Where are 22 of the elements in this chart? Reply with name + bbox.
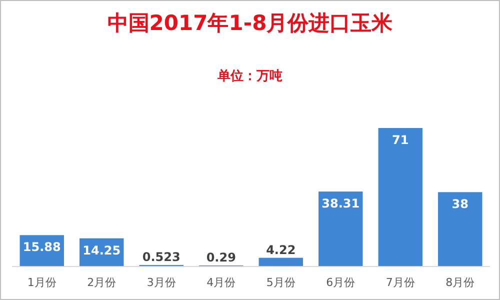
data-label: 38.31 [322, 196, 360, 211]
x-tick-label: 3月份 [146, 276, 176, 289]
x-tick-label: 8月份 [446, 276, 475, 289]
bar [258, 258, 303, 266]
data-label: 15.88 [22, 240, 61, 254]
x-tick-label: 5月份 [266, 276, 296, 289]
x-tick-label: 1月份 [27, 276, 56, 289]
x-tick-label: 7月份 [386, 276, 415, 289]
data-label: 38 [452, 197, 468, 212]
data-label: 14.25 [82, 243, 121, 258]
bar [438, 192, 482, 266]
x-tick-label: 2月份 [87, 276, 116, 289]
data-label: 0.29 [206, 250, 236, 264]
data-label: 0.523 [142, 250, 180, 264]
x-tick-label: 4月份 [206, 276, 236, 289]
bar [318, 192, 363, 266]
chart-title: 中国2017年1-8月份进口玉米 [107, 11, 394, 35]
x-tick-label: 6月份 [326, 276, 356, 289]
data-label: 71 [392, 133, 409, 147]
bar [378, 128, 422, 266]
data-label: 4.22 [266, 242, 296, 257]
chart-subtitle: 单位：万吨 [216, 68, 282, 84]
